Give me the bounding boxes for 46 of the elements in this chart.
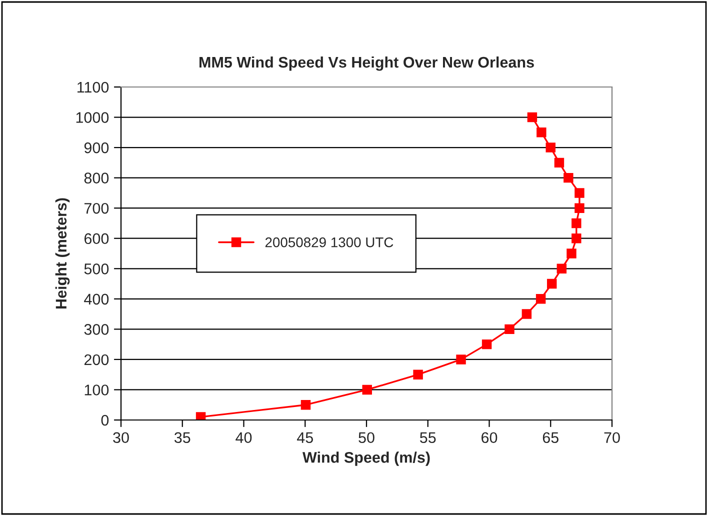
y-tick-label: 600: [84, 233, 109, 244]
y-tick-label: 800: [84, 172, 109, 184]
point: [572, 234, 582, 244]
point: [572, 218, 582, 228]
y-tick-label: 900: [84, 142, 109, 154]
x-tick-label: 50: [358, 432, 374, 444]
point: [574, 203, 584, 213]
legend-label: 20050829 1300 UTC: [265, 237, 394, 248]
chart-title: MM5 Wind Speed Vs Height Over New Orleans: [200, 56, 534, 71]
x-tick-label: 60: [482, 432, 498, 444]
y-tick-label: 700: [84, 202, 109, 214]
point: [536, 128, 546, 138]
point: [522, 309, 532, 319]
point: [556, 264, 567, 274]
point: [300, 400, 311, 410]
x-tick-label: 35: [174, 432, 190, 444]
point: [482, 339, 492, 350]
point: [527, 112, 538, 122]
y-tick-label: 500: [84, 264, 109, 274]
y-axis-title: Height (meters): [55, 198, 70, 308]
point: [536, 294, 546, 304]
point: [546, 278, 557, 289]
point: [456, 354, 466, 364]
x-tick-label: 40: [236, 432, 252, 444]
point: [554, 158, 564, 168]
y-tick-label: 1000: [76, 112, 109, 123]
point: [504, 324, 514, 334]
point: [546, 142, 556, 152]
x-tick-label: 65: [542, 432, 558, 444]
y-tick-label: 1100: [78, 82, 109, 93]
y-tick-label: 100: [84, 384, 109, 396]
point: [413, 370, 423, 380]
x-axis-title: Wind Speed (m/s): [302, 452, 430, 466]
point: [196, 412, 206, 420]
x-tick-label: 55: [420, 432, 436, 444]
point: [564, 172, 574, 183]
y-tick-label: 400: [84, 294, 109, 305]
x-tick-label: 70: [604, 432, 620, 444]
y-tick-label: 0: [101, 414, 109, 426]
point: [566, 248, 576, 258]
point: [574, 188, 584, 198]
y-tick-label: 300: [84, 324, 109, 335]
x-tick-label: 30: [113, 432, 129, 444]
y-tick-label: 200: [84, 354, 109, 366]
x-tick-label: 45: [296, 432, 313, 444]
point: [362, 384, 372, 395]
